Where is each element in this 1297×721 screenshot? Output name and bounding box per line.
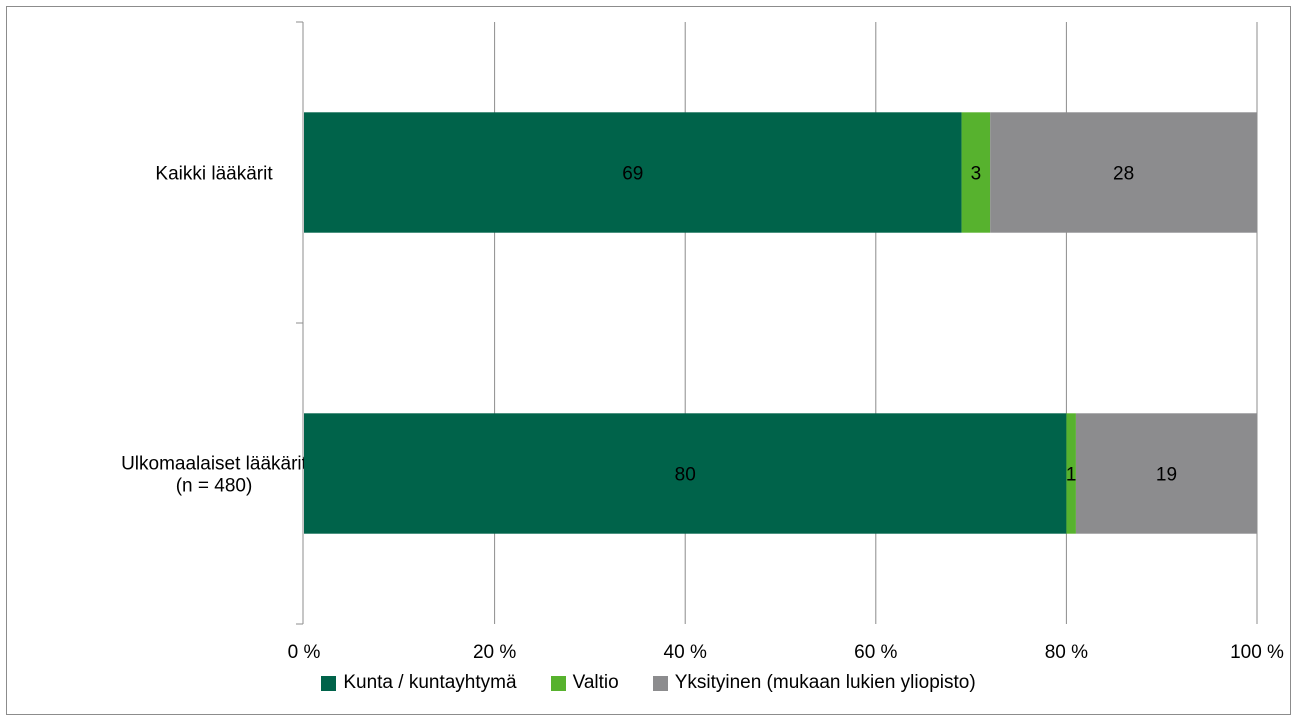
category-label: Ulkomaalaiset lääkärit [121, 454, 308, 475]
legend-swatch-yksityinen [652, 675, 668, 691]
legend-item-kunta: Kunta / kuntayhtymä [321, 672, 517, 694]
legend: Kunta / kuntayhtymä Valtio Yksityinen (m… [0, 668, 1297, 698]
data-label: 1 [1066, 465, 1077, 486]
legend-label-kunta: Kunta / kuntayhtymä [343, 672, 517, 693]
data-label: 69 [622, 164, 643, 185]
bar-segment [1075, 413, 1257, 534]
legend-swatch-valtio [550, 675, 566, 691]
bar-segment [304, 112, 962, 233]
data-label: 3 [971, 164, 982, 185]
bar-segment [1066, 413, 1076, 534]
legend-swatch-kunta [321, 675, 337, 691]
category-label: (n = 480) [176, 476, 253, 497]
bar-segment [990, 112, 1257, 233]
x-tick-label: 80 % [1045, 642, 1088, 663]
legend-item-valtio: Valtio [550, 672, 619, 694]
data-label: 28 [1113, 164, 1134, 185]
x-tick-label: 40 % [664, 642, 707, 663]
data-label: 80 [675, 465, 696, 486]
bar-segment [961, 112, 991, 233]
x-tick-label: 0 % [288, 642, 321, 663]
bar-segment [304, 413, 1067, 534]
legend-label-yksityinen: Yksityinen (mukaan lukien yliopisto) [674, 672, 976, 693]
category-label: Kaikki lääkärit [155, 164, 273, 185]
x-tick-label: 20 % [473, 642, 516, 663]
data-label: 19 [1156, 465, 1177, 486]
legend-label-valtio: Valtio [572, 672, 619, 693]
chart-frame [6, 6, 1291, 715]
legend-item-yksityinen: Yksityinen (mukaan lukien yliopisto) [652, 672, 976, 694]
x-tick-label: 60 % [854, 642, 897, 663]
x-tick-label: 100 % [1230, 642, 1284, 663]
